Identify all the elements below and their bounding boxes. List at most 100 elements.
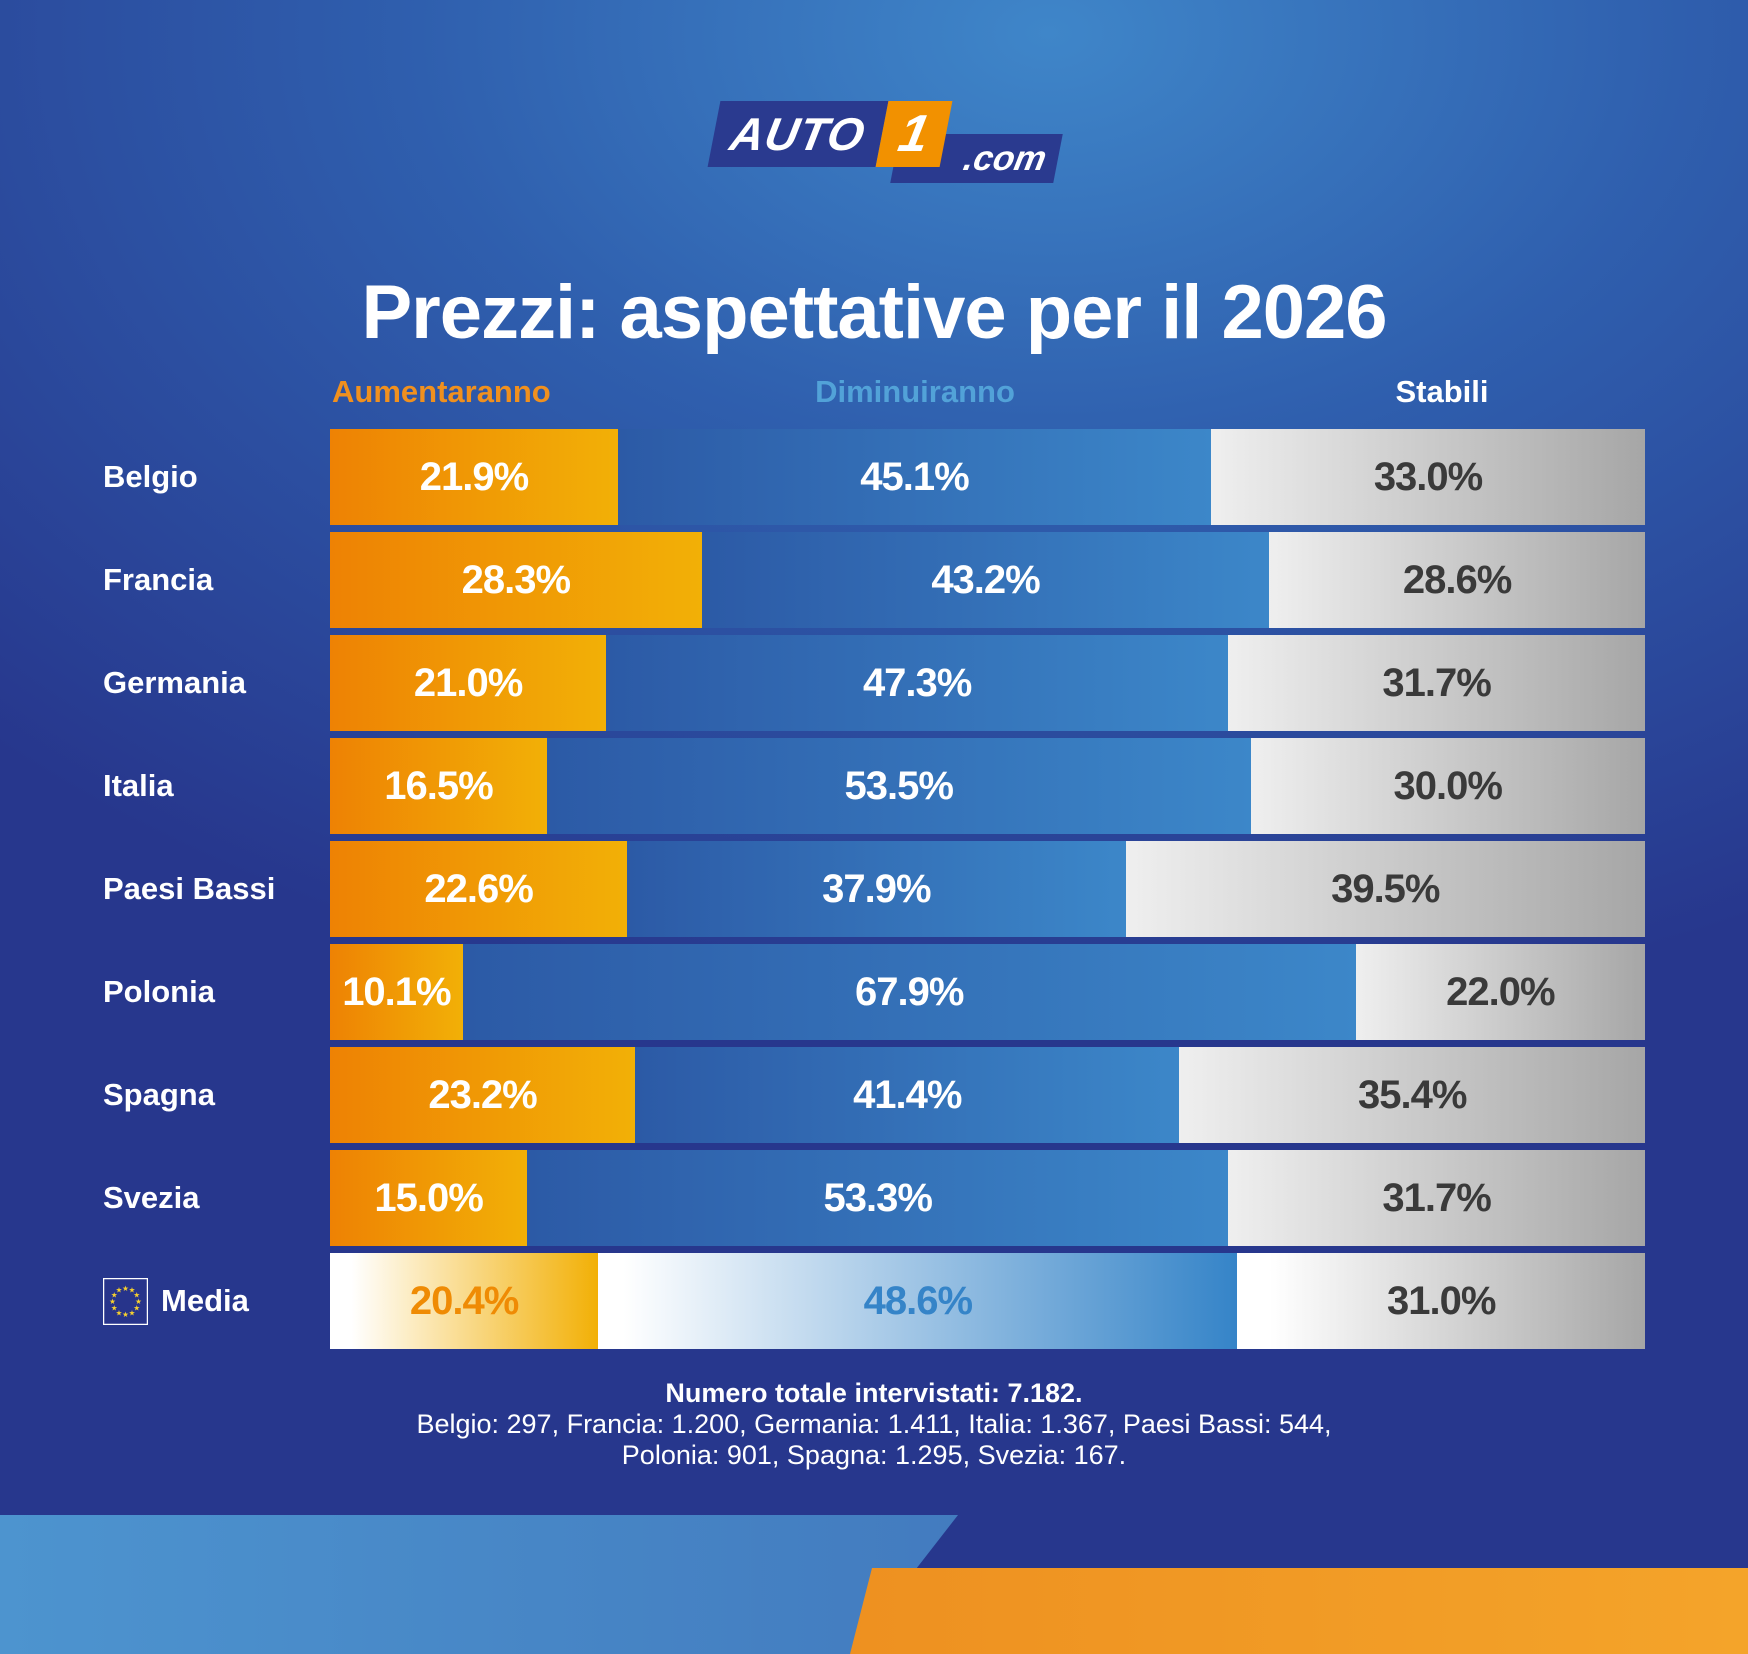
segment-stable: 31.7% xyxy=(1228,635,1645,731)
column-headers: Aumentaranno Diminuiranno Stabili xyxy=(0,374,1748,414)
segment-value: 53.5% xyxy=(844,763,954,808)
segment-value: 21.0% xyxy=(413,660,523,705)
segment-value: 67.9% xyxy=(855,969,964,1014)
header-increase: Aumentaranno xyxy=(332,374,551,409)
row-label-text: Belgio xyxy=(103,459,198,494)
segment-value: 31.7% xyxy=(1382,1175,1491,1220)
segment-stable: 28.6% xyxy=(1269,532,1645,628)
row-bars: 20.4% 48.6% 31.0% xyxy=(330,1253,1645,1349)
segment-value: 43.2% xyxy=(931,557,1040,602)
chart-row: Belgio 21.9% 45.1% 33.0% xyxy=(0,429,1748,525)
row-bars: 23.2% 41.4% 35.4% xyxy=(330,1047,1645,1143)
segment-increase: 28.3% xyxy=(330,532,702,628)
segment-value: 48.6% xyxy=(863,1278,973,1323)
segment-value: 39.5% xyxy=(1331,866,1440,911)
segment-stable: 31.0% xyxy=(1237,1253,1645,1349)
chart-row: Francia 28.3% 43.2% 28.6% xyxy=(0,532,1748,628)
chart-row: Spagna 23.2% 41.4% 35.4% xyxy=(0,1047,1748,1143)
segment-value: 28.6% xyxy=(1402,557,1512,602)
svg-text:★: ★ xyxy=(129,1308,136,1317)
segment-value: 20.4% xyxy=(409,1278,519,1323)
row-label: Belgio xyxy=(103,429,198,525)
page-title: Prezzi: aspettative per il 2026 xyxy=(361,269,1387,355)
svg-text:★: ★ xyxy=(116,1285,123,1294)
svg-text:★: ★ xyxy=(111,1290,118,1299)
segment-value: 22.6% xyxy=(424,866,533,911)
segment-decrease: 53.5% xyxy=(546,738,1251,834)
row-bars: 21.0% 47.3% 31.7% xyxy=(330,635,1645,731)
svg-text:★: ★ xyxy=(122,1310,129,1319)
row-label: Francia xyxy=(103,532,213,628)
segment-decrease: 48.6% xyxy=(598,1253,1238,1349)
segment-value: 45.1% xyxy=(860,454,969,499)
row-label-text: Media xyxy=(161,1283,249,1318)
row-label-text: Germania xyxy=(103,665,247,700)
header-decrease: Diminuiranno xyxy=(815,374,1015,409)
segment-increase: 15.0% xyxy=(330,1150,528,1246)
row-label: Polonia xyxy=(103,944,215,1040)
footer-breakdown-2: Polonia: 901, Spagna: 1.295, Svezia: 167… xyxy=(621,1440,1127,1470)
svg-text:★: ★ xyxy=(122,1284,129,1293)
segment-value: 33.0% xyxy=(1373,454,1483,499)
chart-row: ★ ★ ★ ★ ★ ★ ★ ★ ★ ★ ★ ★ Media 20.4% 48.6% 31.0% xyxy=(0,1253,1748,1349)
segment-value: 31.7% xyxy=(1382,660,1491,705)
segment-increase: 21.9% xyxy=(330,429,618,525)
svg-text:★: ★ xyxy=(111,1303,118,1312)
row-bars: 15.0% 53.3% 31.7% xyxy=(330,1150,1645,1246)
svg-text:★: ★ xyxy=(116,1308,123,1317)
bottom-blue-stripe xyxy=(0,1515,958,1654)
segment-decrease: 67.9% xyxy=(462,944,1356,1040)
row-label-text: Italia xyxy=(103,768,174,803)
segment-value: 21.9% xyxy=(419,454,529,499)
chart-row: Svezia 15.0% 53.3% 31.7% xyxy=(0,1150,1748,1246)
chart-row: Germania 21.0% 47.3% 31.7% xyxy=(0,635,1748,731)
row-bars: 21.9% 45.1% 33.0% xyxy=(330,429,1645,525)
row-label: Spagna xyxy=(103,1047,215,1143)
segment-decrease: 37.9% xyxy=(627,841,1126,937)
segment-value: 23.2% xyxy=(428,1072,537,1117)
segment-decrease: 53.3% xyxy=(527,1150,1229,1246)
segment-value: 35.4% xyxy=(1358,1072,1467,1117)
row-label-text: Spagna xyxy=(103,1077,215,1112)
segment-value: 10.1% xyxy=(342,969,451,1014)
auto1-logo-one-box: 1 xyxy=(875,101,953,167)
chart-row: Italia 16.5% 53.5% 30.0% xyxy=(0,738,1748,834)
segment-increase: 23.2% xyxy=(330,1047,636,1143)
auto1-logo-main: AUTO 1 xyxy=(707,101,953,167)
segment-stable: 35.4% xyxy=(1179,1047,1645,1143)
segment-stable: 33.0% xyxy=(1211,429,1645,525)
segment-value: 31.0% xyxy=(1386,1278,1496,1323)
segment-increase: 16.5% xyxy=(330,738,547,834)
segment-stable: 39.5% xyxy=(1125,841,1645,937)
segment-value: 22.0% xyxy=(1446,969,1555,1014)
segment-value: 47.3% xyxy=(862,660,972,705)
segment-increase: 21.0% xyxy=(330,635,607,731)
segment-value: 15.0% xyxy=(374,1175,483,1220)
svg-text:★: ★ xyxy=(129,1285,136,1294)
auto1-logo-auto-box: AUTO xyxy=(707,101,889,167)
auto1-logo-domain-text: .com xyxy=(960,139,1050,178)
row-label: ★ ★ ★ ★ ★ ★ ★ ★ ★ ★ ★ ★ Media xyxy=(103,1253,249,1349)
segment-increase: 10.1% xyxy=(330,944,463,1040)
row-bars: 22.6% 37.9% 39.5% xyxy=(330,841,1645,937)
auto1-logo: AUTO 1 .com xyxy=(707,101,1063,183)
svg-text:★: ★ xyxy=(135,1297,142,1306)
row-label-text: Francia xyxy=(103,562,214,597)
segment-decrease: 43.2% xyxy=(701,532,1270,628)
chart-row: Paesi Bassi 22.6% 37.9% 39.5% xyxy=(0,841,1748,937)
row-label: Svezia xyxy=(103,1150,200,1246)
row-bars: 10.1% 67.9% 22.0% xyxy=(330,944,1645,1040)
segment-value: 30.0% xyxy=(1393,763,1503,808)
row-label-text: Svezia xyxy=(103,1180,200,1215)
svg-text:★: ★ xyxy=(133,1303,140,1312)
segment-value: 16.5% xyxy=(384,763,493,808)
segment-decrease: 41.4% xyxy=(635,1047,1180,1143)
row-label-text: Polonia xyxy=(103,974,215,1009)
row-bars: 16.5% 53.5% 30.0% xyxy=(330,738,1645,834)
svg-text:★: ★ xyxy=(133,1290,140,1299)
header-stable: Stabili xyxy=(1395,374,1489,409)
segment-increase: 20.4% xyxy=(330,1253,599,1349)
chart-row: Polonia 10.1% 67.9% 22.0% xyxy=(0,944,1748,1040)
footer-note: Numero totale intervistati: 7.182. Belgi… xyxy=(0,1378,1748,1471)
